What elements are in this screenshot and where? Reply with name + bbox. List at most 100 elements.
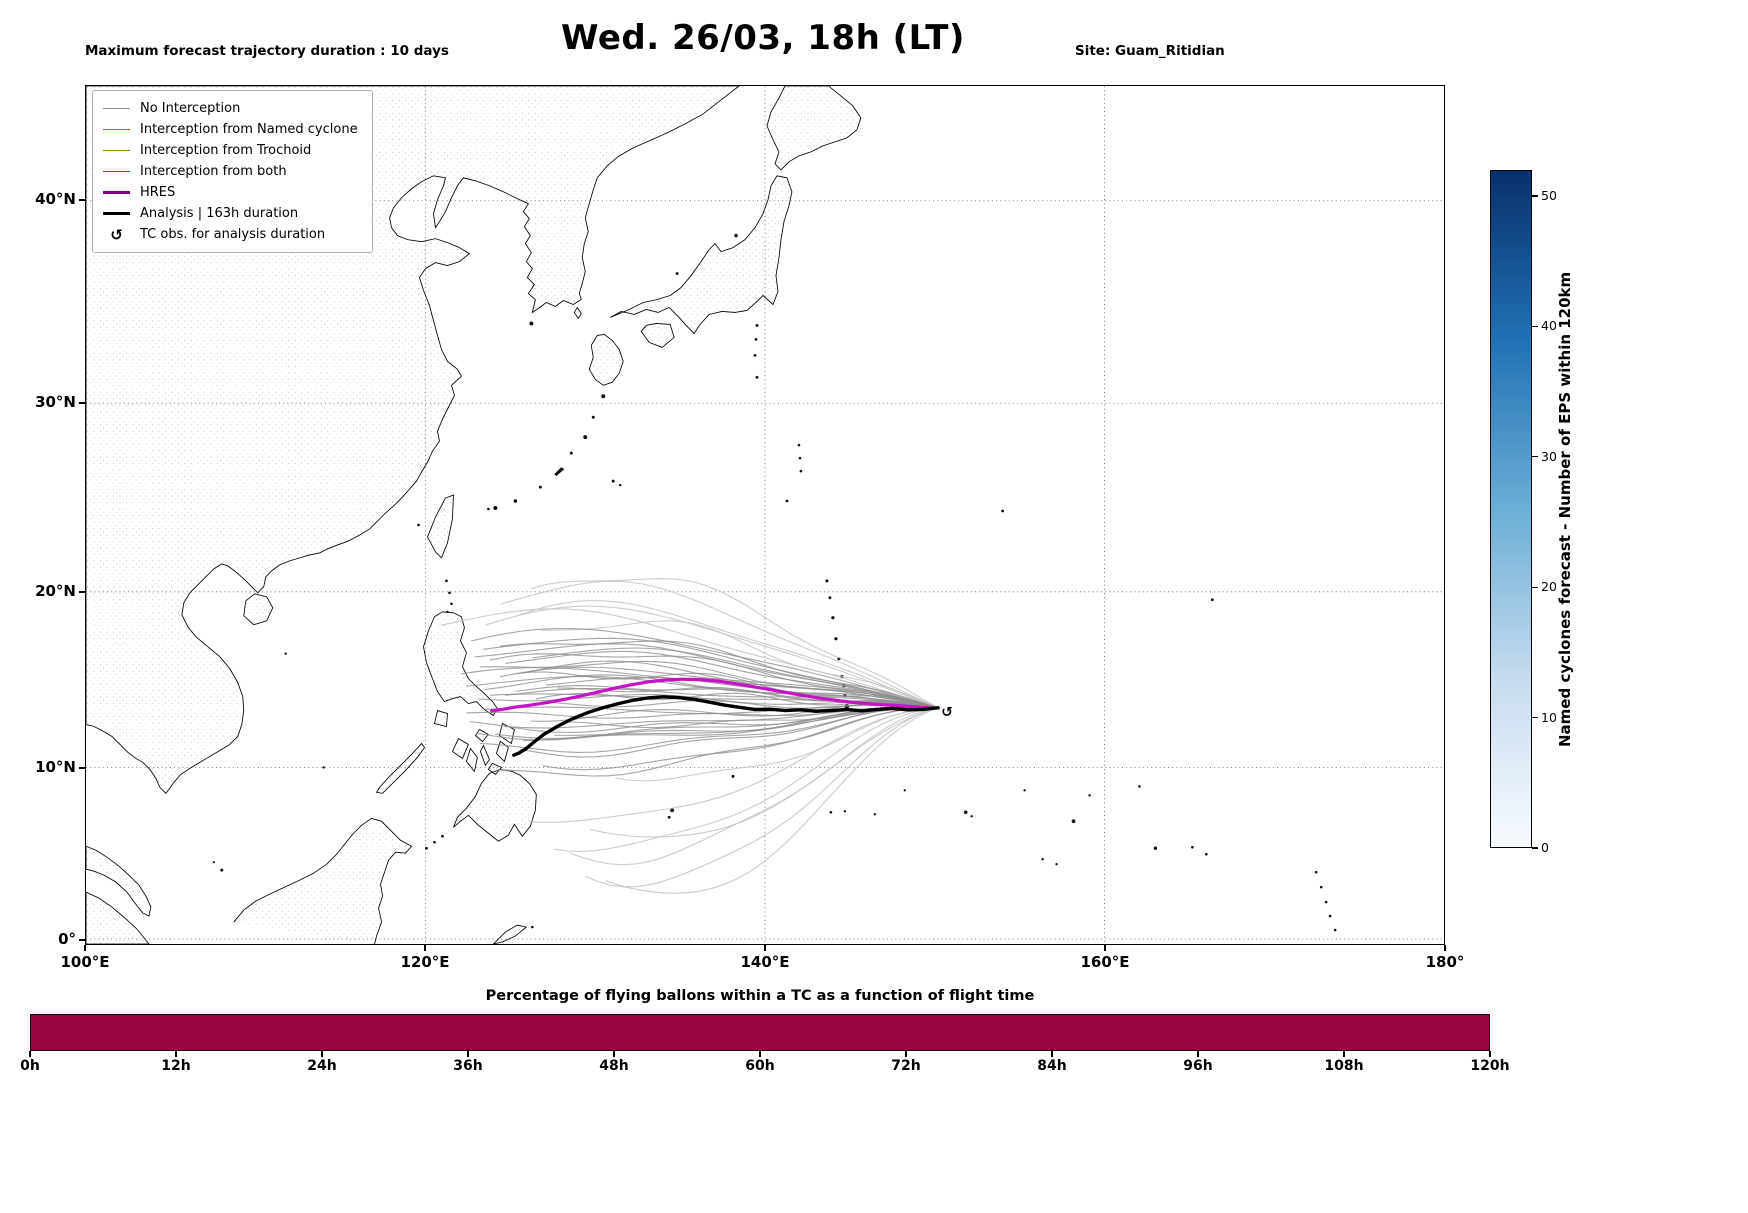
- eps-track-light: [484, 605, 939, 709]
- island-dot: [1333, 928, 1337, 932]
- island-dot: [825, 579, 829, 583]
- eps-track-light: [554, 707, 939, 852]
- island-dot: [797, 443, 801, 447]
- island-dot: [611, 479, 615, 483]
- flight-time-tick: [1197, 1051, 1199, 1057]
- island-dot: [441, 834, 444, 838]
- island-dot: [753, 353, 757, 357]
- x-axis-label: 160°E: [1080, 953, 1130, 971]
- eps-track-light: [500, 580, 939, 709]
- flight-time-label: 96h: [1183, 1058, 1213, 1074]
- island-dot: [675, 272, 679, 275]
- coastline-masbate: [474, 728, 490, 743]
- island-dot: [1001, 509, 1005, 513]
- x-axis-tick: [84, 945, 86, 951]
- coastline-tsushima: [573, 306, 582, 320]
- eps-track-gray: [497, 707, 939, 777]
- legend-item: Analysis | 163h duration: [103, 203, 358, 224]
- flight-time-label: 72h: [891, 1058, 921, 1074]
- legend-label: Analysis | 163h duration: [140, 206, 299, 221]
- island-dot: [450, 602, 453, 606]
- y-axis-label: 30°N: [35, 393, 76, 411]
- island-dot: [446, 610, 449, 613]
- eps-track-light: [515, 599, 939, 709]
- colorbar-tick-label: 20: [1541, 579, 1557, 595]
- island-dot: [284, 652, 287, 655]
- x-axis-tick: [764, 945, 766, 951]
- y-axis-tick: [79, 199, 85, 201]
- island-dot: [873, 813, 877, 816]
- colorbar-tick: [1532, 325, 1538, 328]
- coastline-sulawesi: [492, 924, 528, 944]
- eps-track-gray: [520, 706, 939, 758]
- legend-item: Interception from Trochoid: [103, 140, 358, 161]
- coastline-kyushu: [588, 333, 624, 386]
- eps-track-light: [569, 707, 939, 866]
- eps-track-gray: [557, 686, 939, 709]
- island-dot: [799, 469, 803, 473]
- island-dot: [1088, 794, 1091, 797]
- hres-track: [490, 677, 940, 713]
- legend-item: Interception from Named cyclone: [103, 119, 358, 140]
- island-dot: [667, 815, 671, 819]
- flight-time-label: 108h: [1324, 1058, 1364, 1074]
- island-dot: [754, 338, 758, 341]
- island-dot: [487, 507, 490, 511]
- island-dot: [583, 435, 588, 440]
- flight-time-tick: [613, 1051, 615, 1057]
- y-axis-tick: [79, 767, 85, 769]
- legend-label: Interception from Trochoid: [140, 143, 312, 158]
- x-axis-tick: [1444, 945, 1446, 951]
- figure-title: Wed. 26/03, 18h (LT): [561, 18, 965, 58]
- island-dot: [601, 394, 606, 399]
- colorbar-label: Named cyclones forecast - Number of EPS …: [1556, 271, 1574, 747]
- coastline-honshu: [610, 175, 793, 335]
- legend-label: TC obs. for analysis duration: [140, 227, 326, 242]
- island-dot: [591, 415, 595, 419]
- x-axis-tick: [1104, 945, 1106, 951]
- island-dot: [829, 811, 833, 814]
- eps-track-gray: [500, 640, 939, 709]
- colorbar-tick: [1532, 456, 1538, 458]
- flight-time-tick: [467, 1051, 469, 1057]
- flight-time-tick: [321, 1051, 323, 1057]
- legend-swatch: [103, 171, 130, 172]
- island-dot: [538, 485, 542, 489]
- map-plot-area: ↺ No Interception Interception from Named…: [85, 85, 1445, 945]
- legend-label: No Interception: [140, 101, 241, 116]
- legend-label: Interception from Named cyclone: [140, 122, 358, 137]
- island-dot: [531, 925, 534, 929]
- flight-time-tick: [1489, 1051, 1491, 1057]
- bottom-bar-title: Percentage of flying ballons within a TC…: [485, 988, 1035, 1004]
- eps-track-light: [529, 707, 939, 824]
- analysis-track: [512, 695, 940, 757]
- eps-track-gray: [532, 647, 939, 709]
- flight-time-label: 60h: [745, 1058, 775, 1074]
- eps-track-gray: [471, 627, 939, 709]
- island-dot: [1071, 819, 1076, 824]
- legend-swatch: [103, 150, 130, 151]
- colorbar-tick: [1532, 717, 1538, 719]
- coastline-panay: [451, 737, 469, 760]
- x-axis-label: 100°E: [60, 953, 110, 971]
- y-axis-label: 20°N: [35, 582, 76, 600]
- colorbar-tick-label: 50: [1541, 188, 1557, 204]
- island-dot: [569, 451, 573, 455]
- island-dot: [513, 499, 518, 503]
- legend-item: Interception from both: [103, 161, 358, 182]
- coastline-mindanao: [453, 768, 537, 842]
- coastline-negros: [465, 747, 478, 773]
- flight-time-tick: [1051, 1051, 1053, 1057]
- colorbar-tick-label: 10: [1541, 709, 1557, 725]
- island-dot: [970, 815, 973, 818]
- eps-track-light: [440, 608, 939, 709]
- y-axis-tick: [79, 591, 85, 593]
- trajectories: ↺: [440, 578, 953, 894]
- island-dot: [493, 506, 498, 511]
- x-axis-label: 140°E: [740, 953, 790, 971]
- grid-lines: [86, 86, 1444, 944]
- island-dot: [755, 375, 759, 379]
- flight-time-label: 36h: [453, 1058, 483, 1074]
- colorbar-tick-label: 40: [1541, 318, 1557, 334]
